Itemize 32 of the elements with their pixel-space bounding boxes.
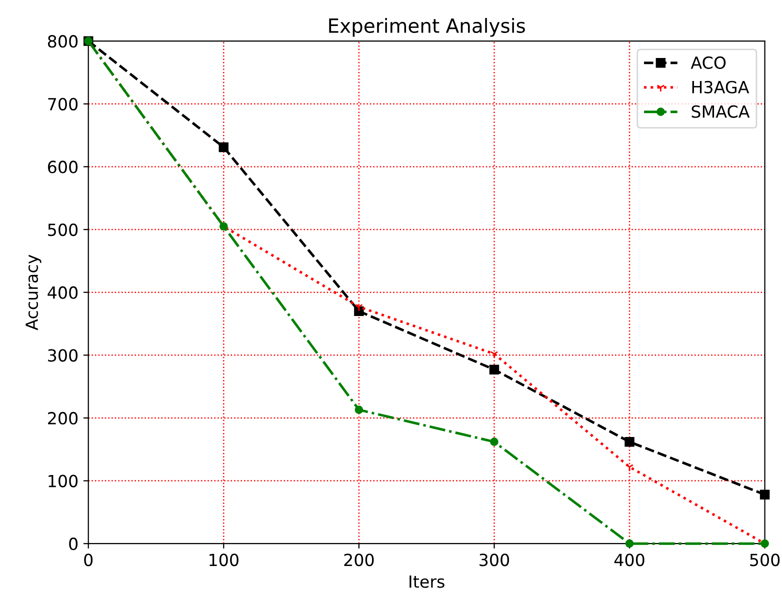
point [354,304,363,312]
x-tick-label: 100 [210,554,238,566]
y-tick-label: 400 [48,286,78,299]
x-tick-label: 200 [344,554,374,566]
legend-label: SMACA [692,105,750,118]
point [354,306,364,316]
point [489,364,500,374]
y-tick-label: 0 [69,538,78,550]
y-tick-label: 500 [48,223,78,236]
y-tick-label: 700 [48,98,78,110]
point [625,539,634,548]
point [218,142,229,152]
y-tick-label: 100 [48,474,78,488]
x-tick-label: 400 [614,554,644,566]
y-tick-label: 600 [48,160,78,174]
y-tick-label: 300 [48,349,78,362]
point [490,438,498,446]
legend-label: H3AGA [692,80,750,94]
point [624,436,634,447]
point [354,406,364,414]
chart-title: Experiment Analysis [329,18,525,37]
point [490,351,498,359]
x-axis-title: Iters [410,576,444,588]
y-tick-label: 800 [48,35,78,48]
x-tick-label: 0 [84,554,93,566]
y-axis-title: Accuracy [26,254,42,330]
x-tick-label: 300 [480,554,510,566]
point [625,464,634,472]
y-tick-label: 200 [48,412,78,425]
x-tick-label: 500 [750,554,780,566]
point [760,490,770,500]
legend-label: ACO [690,56,726,69]
